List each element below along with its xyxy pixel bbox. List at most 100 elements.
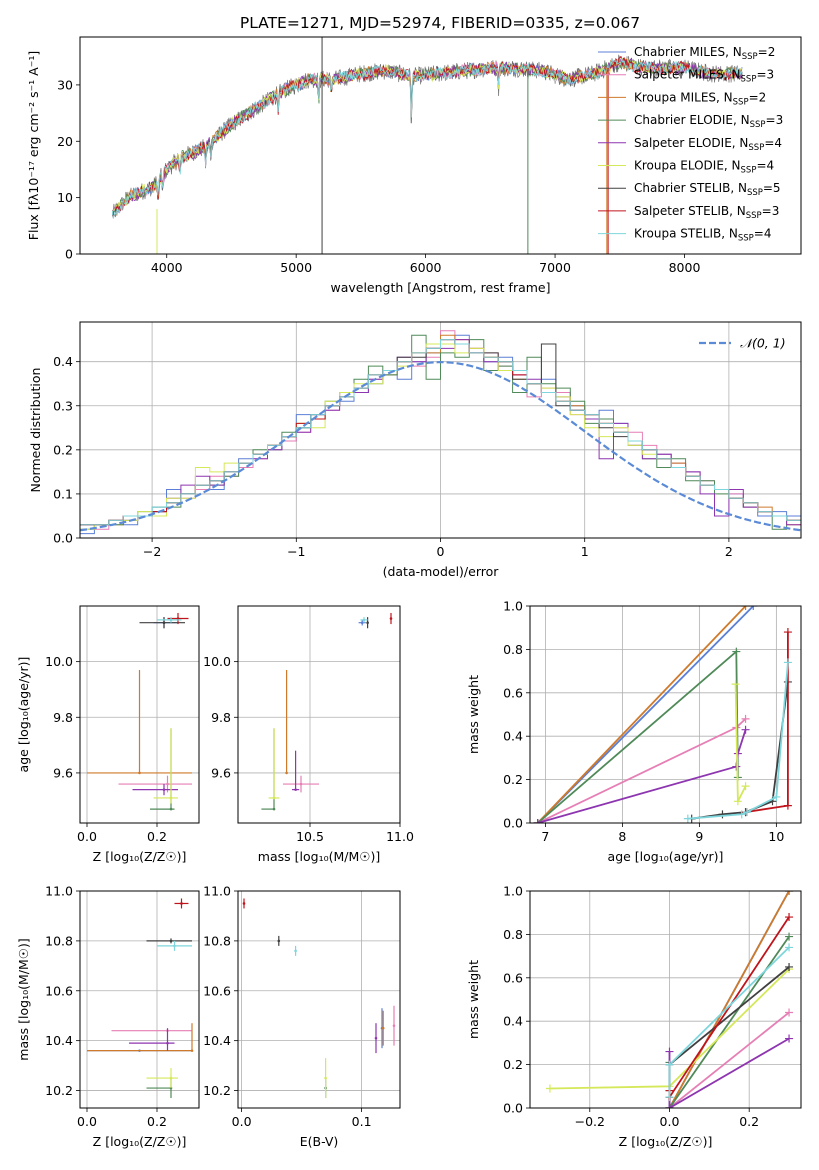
x-tick-label: −0.2 xyxy=(575,1114,605,1129)
panel-spectrum: 4000 5000 6000 7000 8000 0 10 20 30 wavelength [A… xyxy=(26,36,802,295)
y-tick-label: 0.4 xyxy=(503,1014,523,1029)
weight-marker xyxy=(785,932,794,941)
weight-marker xyxy=(785,962,794,971)
y-tick-label: 11.0 xyxy=(45,884,73,899)
y-axis-label: mass weight xyxy=(466,960,481,1039)
y-tick-label: 9.8 xyxy=(53,710,73,725)
data-point xyxy=(138,771,141,775)
weight-marker xyxy=(785,1008,794,1017)
y-tick-label: 0.2 xyxy=(53,442,73,457)
data-point xyxy=(162,621,166,624)
y-tick-label: 10.4 xyxy=(203,1033,231,1048)
y-tick-label: 0.4 xyxy=(503,729,523,744)
data-point xyxy=(366,621,369,624)
weight-marker xyxy=(783,628,792,637)
weight-marker xyxy=(718,810,727,819)
y-tick-label: 0.3 xyxy=(53,398,73,413)
panel-mass-vs-Z: 0.0 0.2 10.2 10.4 10.6 10.8 11.0 Z [log₁₀(Z/Z☉)… xyxy=(16,884,200,1149)
weight-marker xyxy=(732,647,741,656)
weight-marker xyxy=(533,819,542,823)
y-tick-label: 0 xyxy=(65,247,73,262)
data-point xyxy=(190,1049,194,1052)
y-axis-label: Flux [fλ10⁻¹⁷ erg cm⁻² s⁻¹ A⁻¹] xyxy=(26,51,41,240)
x-axis-label: E(B-V) xyxy=(300,1134,339,1149)
panel-age-vs-Z: 0.0 0.2 9.6 9.8 10.0 Z [log₁₀(Z/Z☉)] age [log₁… xyxy=(16,605,200,864)
y-axis-label: mass weight xyxy=(466,675,481,754)
axes-frame xyxy=(237,605,401,824)
y-tick-label: 10.0 xyxy=(45,654,73,669)
axes-frame xyxy=(529,890,802,1109)
x-tick-label: 10 xyxy=(768,829,784,844)
weight-marker xyxy=(731,680,740,689)
legend-label: Kroupa MILES, NSSP=2 xyxy=(634,90,766,107)
weight-line-kroupa_miles xyxy=(537,606,747,823)
weight-marker xyxy=(665,1093,674,1102)
axes-frame xyxy=(79,890,200,1109)
x-tick-label: 5000 xyxy=(280,260,312,275)
weight-marker xyxy=(665,1060,674,1069)
data-point xyxy=(173,944,176,948)
x-tick-label: 0.2 xyxy=(147,829,167,844)
data-point xyxy=(299,782,303,786)
data-point xyxy=(242,902,246,905)
data-point xyxy=(176,617,180,620)
weight-marker xyxy=(783,658,792,667)
x-axis-label: Z [log₁₀(Z/Z☉)] xyxy=(93,1134,187,1149)
y-axis-label: mass [log₁₀(M/M☉)] xyxy=(16,938,31,1060)
data-point xyxy=(272,796,276,800)
axes-frame xyxy=(79,321,802,539)
weight-marker xyxy=(733,797,742,806)
weight-line-salpeter_stelib xyxy=(745,632,789,813)
legend-label: Chabrier ELODIE, NSSP=3 xyxy=(634,113,783,130)
weight-line-salpeter_miles xyxy=(668,1011,790,1108)
weight-line-chabrier_elodie xyxy=(537,649,739,823)
legend-label: Kroupa ELODIE, NSSP=4 xyxy=(634,159,774,176)
y-tick-label: 10 xyxy=(57,190,73,205)
x-tick-label: 0.0 xyxy=(77,1114,97,1129)
weight-marker xyxy=(683,814,692,823)
x-tick-label: 0.2 xyxy=(147,1114,167,1129)
data-point xyxy=(389,617,393,620)
data-point xyxy=(166,1041,169,1045)
data-point xyxy=(169,939,173,943)
plot-area xyxy=(87,612,192,811)
y-tick-label: 9.6 xyxy=(211,765,231,780)
x-tick-label: 7 xyxy=(541,829,549,844)
data-point xyxy=(294,788,297,791)
weight-marker xyxy=(785,943,794,952)
weight-line-salpeter_elodie xyxy=(537,729,747,823)
x-tick-label: 0.0 xyxy=(232,1114,252,1129)
legend-label: Chabrier STELIB, NSSP=5 xyxy=(634,181,781,198)
x-tick-label: 1 xyxy=(581,544,589,559)
data-point xyxy=(374,1036,378,1040)
y-tick-label: 10.2 xyxy=(203,1083,231,1098)
y-tick-label: 11.0 xyxy=(203,884,231,899)
plot-area xyxy=(80,330,801,538)
x-tick-label: 0.0 xyxy=(660,1114,680,1129)
axes-frame xyxy=(237,890,401,1109)
y-tick-label: 0.0 xyxy=(53,531,73,546)
legend-label: Salpeter ELODIE, NSSP=4 xyxy=(634,136,782,153)
axes-frame xyxy=(79,605,200,824)
x-tick-label: 9 xyxy=(695,829,703,844)
legend-label: Salpeter MILES, NSSP=3 xyxy=(634,68,774,85)
y-tick-label: 0.0 xyxy=(503,816,523,831)
x-tick-label: −1 xyxy=(287,544,305,559)
panel-mass-vs-ebv: 0.0 0.1 10.2 10.4 10.6 10.8 11.0 E(B-V) xyxy=(203,884,401,1149)
x-axis-label: wavelength [Angstrom, rest frame] xyxy=(330,280,550,295)
data-point xyxy=(381,1026,385,1030)
x-tick-label: 0.1 xyxy=(352,1114,372,1129)
weight-marker xyxy=(665,1047,674,1056)
y-tick-label: 0.8 xyxy=(503,927,523,942)
y-tick-label: 0.0 xyxy=(503,1101,523,1116)
figure-title: PLATE=1271, MJD=52974, FIBERID=0335, z=0… xyxy=(240,14,640,32)
y-axis-label: Normed distribution xyxy=(28,368,43,493)
data-point xyxy=(169,807,173,811)
weight-marker xyxy=(741,714,750,723)
weight-marker xyxy=(741,725,750,734)
data-point xyxy=(285,771,288,775)
y-tick-label: 1.0 xyxy=(503,599,523,614)
data-point xyxy=(169,618,173,622)
weight-marker xyxy=(741,782,750,791)
